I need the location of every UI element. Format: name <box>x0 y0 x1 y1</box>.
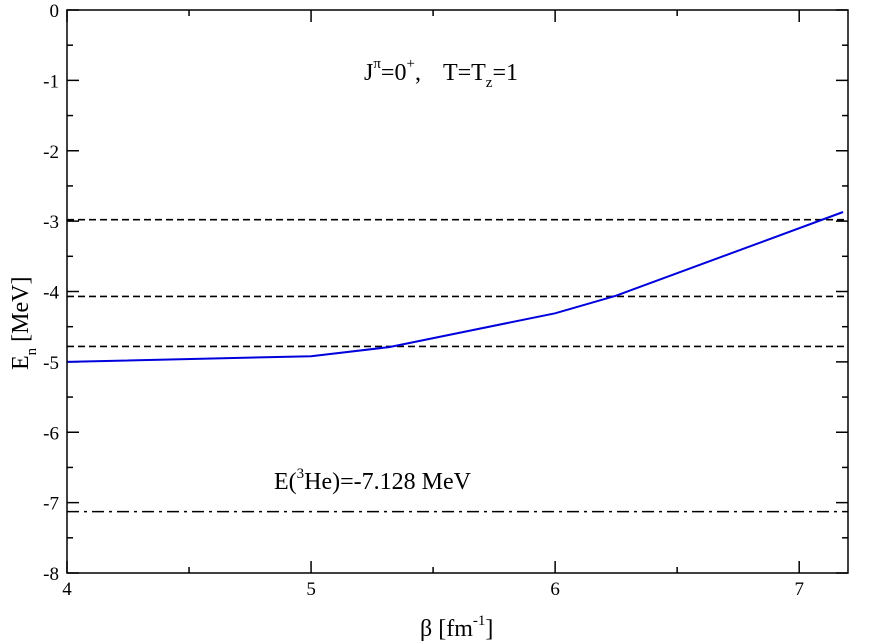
he3-mass-superscript: 3 <box>297 466 305 482</box>
y-axis-title-main: E <box>8 355 34 370</box>
isospin-label: T=T <box>443 60 486 86</box>
separator: , <box>415 60 421 86</box>
quantum-numbers-annotation: Jπ=0+, T=Tz=1 <box>364 56 518 91</box>
y-tick-label: -5 <box>43 353 59 374</box>
j-value: =0 <box>381 60 407 86</box>
y-axis-title-tail: [MeV] <box>8 277 34 348</box>
y-tick-label: -3 <box>43 212 59 233</box>
series-layer <box>66 211 844 363</box>
plot-frame <box>66 9 849 574</box>
x-axis-title-tail: ] <box>485 616 493 642</box>
he3-threshold-annotation: E(3He)=-7.128 MeV <box>274 466 472 495</box>
x-tick-label: 4 <box>62 579 72 600</box>
parity-superscript: + <box>406 56 414 72</box>
y-tick-label: -8 <box>43 564 59 585</box>
y-tick-label: -2 <box>43 142 59 163</box>
energy-series-line <box>66 211 844 363</box>
x-axis-title-superscript: -1 <box>473 613 486 629</box>
y-axis-title: En [MeV] <box>8 277 40 370</box>
reference-lines <box>67 218 848 513</box>
y-tick-label: -6 <box>43 423 59 444</box>
y-tick-label: -4 <box>43 283 59 304</box>
x-tick-label: 5 <box>306 579 316 600</box>
y-tick-label: 0 <box>50 1 60 22</box>
isospin-value: =1 <box>492 60 518 86</box>
he3-value: He)=-7.128 MeV <box>304 469 471 495</box>
he3-prefix: E( <box>274 469 297 495</box>
pi-superscript: π <box>373 56 381 72</box>
y-tick-label: -1 <box>43 71 59 92</box>
y-axis-title-subscript: n <box>24 347 40 355</box>
isospin-subscript: z <box>486 75 493 91</box>
x-axis-title-main: β [fm <box>420 616 473 642</box>
x-tick-label: 7 <box>794 579 804 600</box>
y-tick-label: -7 <box>43 494 59 515</box>
j-symbol: J <box>364 60 373 86</box>
x-tick-label: 6 <box>550 579 560 600</box>
tick-labels: 4 5 6 7 0 -1 -2 -3 -4 -5 -6 -7 -8 <box>43 1 804 600</box>
x-axis-title: β [fm-1] <box>420 613 493 642</box>
